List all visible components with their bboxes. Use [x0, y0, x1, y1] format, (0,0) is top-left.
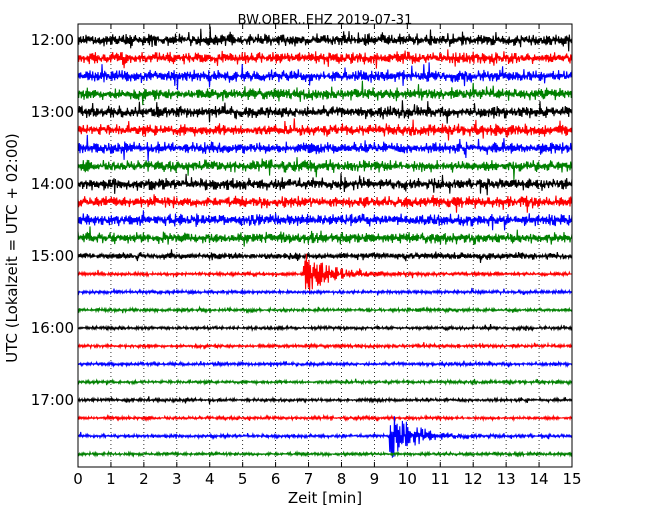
seismic-trace — [77, 249, 573, 263]
seismic-trace — [77, 49, 573, 69]
plot-frame — [77, 23, 573, 468]
x-tick-label: 5 — [238, 470, 248, 488]
x-tick-label: 14 — [530, 470, 549, 488]
x-tick-label: 10 — [398, 470, 417, 488]
y-axis-label: UTC (Lokalzeit = UTC + 02:00) — [3, 133, 21, 363]
seismic-trace — [77, 173, 573, 196]
seismic-trace — [77, 100, 573, 124]
x-tick-label: 1 — [106, 470, 116, 488]
seismic-trace — [77, 413, 573, 423]
trace-group — [77, 26, 573, 458]
seismic-trace — [77, 26, 573, 52]
seismic-trace — [77, 62, 573, 90]
seismic-trace — [77, 80, 573, 106]
seismic-trace — [77, 157, 573, 181]
x-tick-label: 6 — [271, 470, 281, 488]
seismic-trace — [77, 118, 573, 141]
seismic-trace — [77, 395, 573, 404]
x-axis-label: Zeit [min] — [288, 489, 362, 507]
seismic-trace — [77, 359, 573, 369]
seismic-trace — [77, 226, 573, 247]
x-tick-label: 2 — [139, 470, 149, 488]
y-tick-label: 13:00 — [31, 103, 74, 121]
seismic-trace — [77, 210, 573, 231]
y-tick-label: 17:00 — [31, 391, 74, 409]
seismic-trace — [77, 253, 573, 294]
x-tick-label: 11 — [431, 470, 450, 488]
y-tick-label: 12:00 — [31, 31, 74, 49]
x-tick-label: 12 — [464, 470, 483, 488]
x-tick-label: 9 — [370, 470, 380, 488]
seismic-trace — [77, 416, 573, 458]
seismic-trace — [77, 341, 573, 351]
x-tick-label: 8 — [337, 470, 347, 488]
seismic-trace — [77, 450, 573, 458]
seismic-trace — [77, 287, 573, 296]
chart-title: BW.OBER..EHZ 2019-07-31 — [238, 13, 413, 28]
y-tick-label: 16:00 — [31, 319, 74, 337]
y-tick-label: 15:00 — [31, 247, 74, 265]
x-tick-label: 0 — [73, 470, 83, 488]
seismic-trace — [77, 134, 573, 162]
axis-ticks: 0 1 2 3 4 5 6 7 8 9 10 11 12 13 14 1512:0013:0014:0015:… — [31, 24, 582, 488]
x-tick-label: 4 — [205, 470, 215, 488]
seismic-trace — [77, 305, 573, 315]
seismic-trace — [77, 323, 573, 332]
seismic-trace — [77, 194, 573, 213]
y-tick-label: 14:00 — [31, 175, 74, 193]
x-tick-label: 7 — [304, 470, 314, 488]
x-tick-label: 15 — [562, 470, 581, 488]
seismic-trace — [77, 377, 573, 387]
x-tick-label: 3 — [172, 470, 182, 488]
x-tick-label: 13 — [497, 470, 516, 488]
